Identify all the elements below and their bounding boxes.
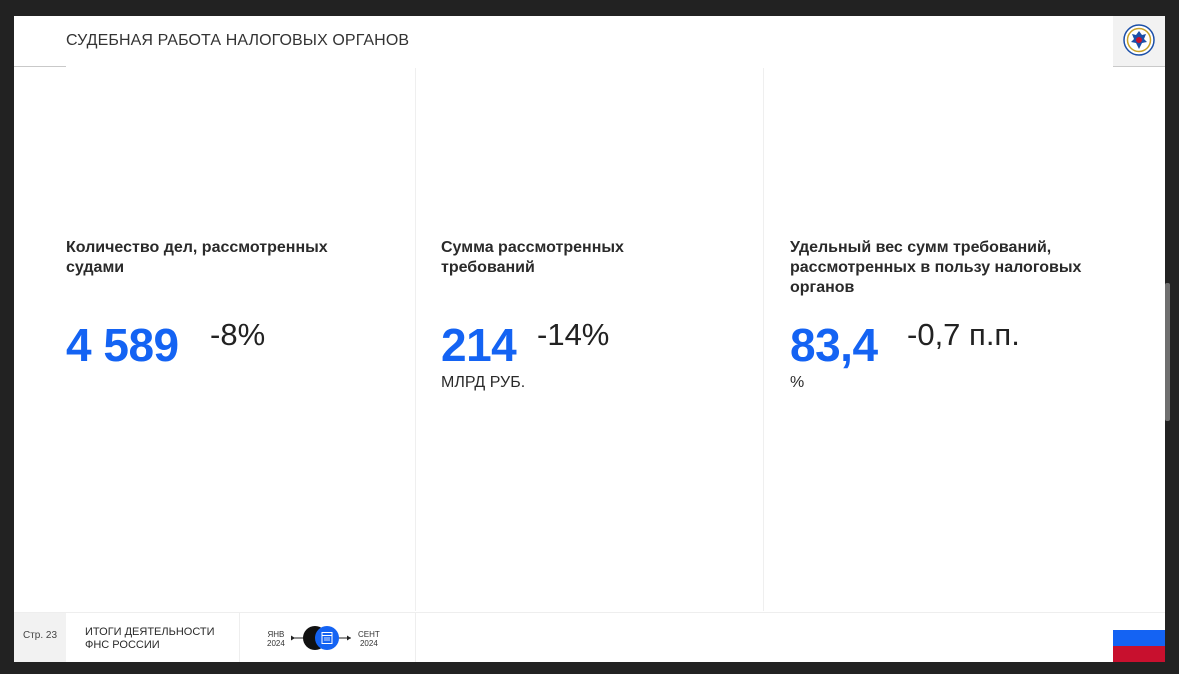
timeline-end: СЕНТ 2024: [358, 630, 380, 648]
timeline-graphic: [291, 626, 351, 650]
metric-value-cases: 4 589: [66, 319, 179, 371]
calendar-icon: [321, 632, 333, 644]
metric-change-claims-sum: -14%: [537, 317, 610, 352]
metric-label-share: Удельный вес сумм требований, рассмотрен…: [790, 239, 1082, 296]
metric-label-cases: Количество дел, рассмотренных судами: [66, 239, 328, 276]
column-divider: [763, 68, 764, 611]
timeline-end-month: СЕНТ: [358, 630, 380, 639]
metric-unit-share: %: [790, 374, 805, 391]
russian-flag: [1113, 613, 1165, 662]
metric-unit-claims-sum: МЛРД РУБ.: [441, 374, 526, 391]
footer-report-title-line1: ИТОГИ ДЕЯТЕЛЬНОСТИ: [85, 626, 215, 638]
timeline-start: ЯНВ 2024: [267, 630, 285, 648]
fns-emblem-icon: [1123, 24, 1155, 56]
timeline-start-month: ЯНВ: [267, 630, 285, 639]
emblem-cell: [1113, 16, 1165, 66]
scrollbar-handle[interactable]: [1165, 283, 1170, 421]
footer-divider: [415, 613, 416, 662]
footer: Стр. 23 ИТОГИ ДЕЯТЕЛЬНОСТИ ФНС РОССИИ ЯН…: [14, 612, 1165, 662]
timeline-end-year: 2024: [359, 639, 378, 648]
header-divider-right: [1113, 66, 1165, 67]
metric-value-share: 83,4: [790, 319, 878, 371]
footer-report-title-line2: ФНС РОССИИ: [85, 639, 160, 651]
flag-blue-stripe: [1113, 629, 1165, 647]
page-title: СУДЕБНАЯ РАБОТА НАЛОГОВЫХ ОРГАНОВ: [66, 32, 410, 49]
metric-change-cases: -8%: [210, 317, 266, 352]
metric-value-claims-sum: 214: [441, 319, 517, 371]
timeline-start-year: 2024: [267, 639, 285, 648]
column-divider: [415, 68, 416, 611]
flag-red-stripe: [1113, 646, 1165, 662]
page-number: Стр. 23: [23, 630, 58, 641]
flag-white-stripe: [1113, 613, 1165, 630]
page-number-cell: Стр. 23: [14, 613, 66, 662]
metric-label-claims-sum: Сумма рассмотренных требований: [441, 239, 624, 276]
footer-divider: [239, 613, 240, 662]
header-divider-left: [14, 66, 66, 67]
slide: СУДЕБНАЯ РАБОТА НАЛОГОВЫХ ОРГАНОВ Количе…: [14, 16, 1165, 662]
footer-report-title: ИТОГИ ДЕЯТЕЛЬНОСТИ ФНС РОССИИ: [85, 626, 215, 652]
metric-change-share: -0,7 п.п.: [907, 317, 1020, 352]
